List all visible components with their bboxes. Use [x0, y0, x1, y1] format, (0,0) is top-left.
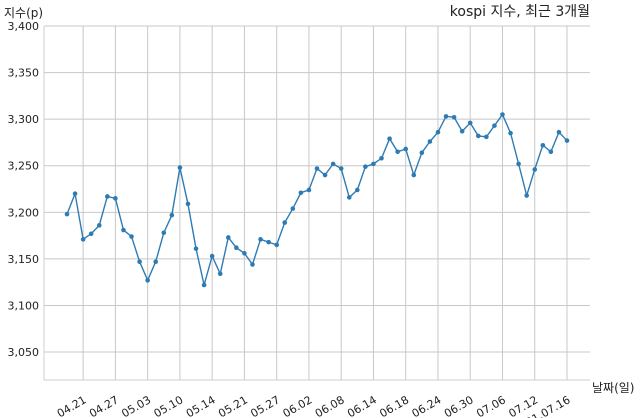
- x-tick-label: 05.14: [184, 393, 218, 418]
- data-point: [540, 142, 546, 148]
- x-tick-label: 04.21: [55, 393, 89, 418]
- data-point: [330, 161, 336, 167]
- data-point: [177, 165, 183, 170]
- data-point: [346, 195, 352, 200]
- data-point: [258, 237, 263, 242]
- data-point: [548, 149, 554, 155]
- data-point: [419, 150, 425, 155]
- x-tick-label: 06.02: [281, 393, 315, 418]
- chart-title: kospi 지수, 최근 3개월: [450, 4, 590, 20]
- data-point: [403, 146, 409, 152]
- x-tick-label: 06.08: [313, 393, 347, 418]
- y-tick-label: 3,200: [8, 206, 40, 219]
- data-point: [492, 123, 497, 128]
- x-tick-label: 05.03: [119, 393, 153, 418]
- data-point: [185, 201, 191, 207]
- label-layer: 3,050 3,100 3,150 3,200 3,250 3,300 3,350 3,400…: [8, 20, 573, 418]
- data-point: [500, 112, 505, 117]
- x-tick-label: 05.27: [248, 393, 282, 418]
- data-point: [113, 196, 118, 201]
- data-point: [387, 136, 392, 142]
- data-point: [306, 187, 312, 193]
- data-point: [322, 172, 328, 178]
- data-point: [298, 190, 304, 196]
- data-point: [217, 271, 223, 277]
- data-point: [435, 129, 441, 135]
- data-point: [96, 223, 102, 228]
- x-tick-label: 06.24: [410, 393, 444, 418]
- data-point: [379, 155, 384, 161]
- data-point: [201, 282, 207, 288]
- data-point: [193, 246, 199, 251]
- y-tick-label: 3,300: [8, 113, 40, 126]
- grid-layer: [44, 25, 590, 380]
- data-point: [556, 129, 562, 135]
- y-tick-label: 3,150: [8, 253, 40, 266]
- x-tick-label: 05.10: [152, 393, 186, 418]
- data-point: [338, 166, 344, 171]
- series-layer: [64, 112, 570, 288]
- y-tick-label: 3,350: [8, 67, 40, 80]
- data-point: [282, 220, 288, 225]
- data-point: [475, 133, 481, 139]
- series-line: [66, 113, 568, 286]
- x-tick-label: 07.06: [474, 393, 508, 418]
- data-point: [564, 138, 570, 143]
- data-point: [72, 191, 78, 196]
- data-point: [355, 187, 360, 193]
- data-point: [121, 227, 126, 233]
- x-tick-label: 06.30: [442, 393, 476, 418]
- data-point: [532, 167, 538, 172]
- data-point: [411, 172, 417, 178]
- data-point: [169, 212, 175, 218]
- y-tick-label: 3,250: [8, 160, 40, 173]
- data-point: [459, 128, 465, 134]
- x-tick-label: 06.18: [377, 393, 411, 418]
- data-point: [427, 139, 433, 144]
- x-tick-label: 05.21: [216, 393, 250, 418]
- data-point: [274, 242, 279, 248]
- data-point: [137, 259, 142, 264]
- y-tick-label: 3,100: [8, 299, 40, 312]
- data-point: [225, 235, 231, 240]
- data-point: [451, 114, 457, 120]
- data-point: [129, 234, 134, 239]
- data-point: [484, 134, 489, 140]
- data-point: [161, 230, 167, 236]
- data-point: [209, 253, 215, 259]
- data-point: [234, 245, 239, 251]
- x-axis-title: 날짜(일): [592, 381, 634, 395]
- data-point: [524, 193, 529, 198]
- data-point: [64, 211, 70, 217]
- data-point: [363, 164, 368, 169]
- x-tick-label: 04.27: [87, 393, 121, 418]
- x-tick-label: 06.14: [345, 393, 379, 418]
- data-point: [443, 114, 449, 119]
- data-point: [250, 262, 255, 267]
- data-point: [395, 149, 400, 155]
- y-axis-title: 지수(p): [4, 6, 43, 20]
- y-tick-label: 3,050: [8, 346, 40, 359]
- data-point: [80, 237, 86, 242]
- data-point: [467, 120, 473, 126]
- data-point: [242, 251, 247, 256]
- axis-layer: [43, 26, 590, 381]
- data-point: [153, 259, 159, 264]
- data-point: [290, 206, 296, 211]
- data-point: [516, 161, 521, 167]
- data-point: [145, 278, 150, 283]
- y-tick-label: 3,400: [8, 20, 40, 33]
- data-point: [266, 239, 271, 245]
- data-point: [508, 130, 513, 136]
- data-point: [371, 161, 376, 167]
- data-point: [314, 166, 320, 171]
- data-point: [88, 231, 94, 237]
- data-point: [105, 194, 110, 199]
